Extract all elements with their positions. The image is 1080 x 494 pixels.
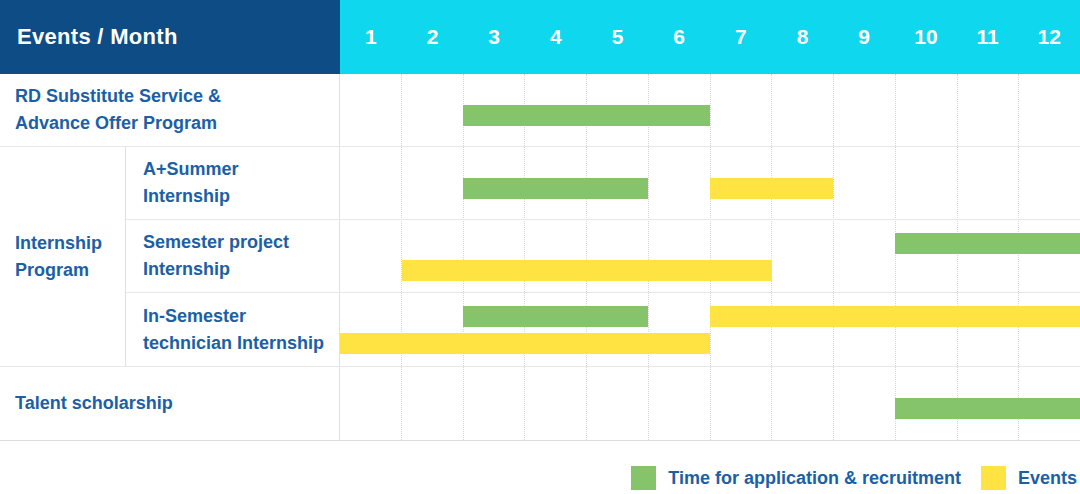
legend-item-application: Time for application & recruitment <box>631 466 961 490</box>
table-row: RD Substitute Service & Advance Offer Pr… <box>0 74 1080 147</box>
month-header-3: 3 <box>463 0 525 74</box>
row-chart-area <box>340 220 1080 292</box>
group-label-internship-program: Internship Program <box>0 147 126 366</box>
table-row: Semester project Internship <box>126 220 1080 293</box>
row-label-a-plus-summer: A+Summer Internship <box>126 147 340 219</box>
month-header-strip: 123456789101112 <box>340 0 1080 74</box>
month-header-2: 2 <box>402 0 464 74</box>
row-chart-area <box>340 147 1080 219</box>
table-row: In-Semester technician Internship <box>126 293 1080 366</box>
row-label-semester-project: Semester project Internship <box>126 220 340 292</box>
gantt-bar-application <box>895 398 1080 419</box>
gantt-bar-events <box>710 178 833 199</box>
row-chart-area <box>340 367 1080 440</box>
row-label-rd-substitute: RD Substitute Service & Advance Offer Pr… <box>0 74 340 146</box>
gantt-bar-application <box>463 178 648 199</box>
gantt-bar-application <box>463 105 710 126</box>
gantt-bar-application <box>895 233 1080 254</box>
month-header-12: 12 <box>1018 0 1080 74</box>
row-label-in-semester-technician: In-Semester technician Internship <box>126 293 340 366</box>
table-row: A+Summer Internship <box>126 147 1080 220</box>
gantt-bar-events <box>402 260 772 281</box>
legend-label-application: Time for application & recruitment <box>668 468 961 489</box>
month-header-4: 4 <box>525 0 587 74</box>
legend: Time for application & recruitment Event… <box>0 466 1080 490</box>
row-label-talent-scholarship: Talent scholarship <box>0 367 340 440</box>
legend-label-events: Events <box>1018 468 1077 489</box>
row-chart-area <box>340 293 1080 366</box>
gantt-chart: Events / Month 123456789101112 RD Substi… <box>0 0 1080 441</box>
gantt-bar-events <box>340 333 710 354</box>
green-swatch-icon <box>631 466 656 490</box>
month-header-8: 8 <box>772 0 834 74</box>
gantt-bar-events <box>710 306 1080 327</box>
legend-item-events: Events <box>981 466 1077 490</box>
events-month-header: Events / Month <box>0 0 340 74</box>
gantt-bar-application <box>463 306 648 327</box>
gantt-body: RD Substitute Service & Advance Offer Pr… <box>0 74 1080 441</box>
month-header-6: 6 <box>648 0 710 74</box>
row-chart-area <box>340 74 1080 146</box>
internship-program-group: Internship Program A+Summer Internship S… <box>0 147 1080 367</box>
table-header-row: Events / Month 123456789101112 <box>0 0 1080 74</box>
month-header-7: 7 <box>710 0 772 74</box>
month-header-5: 5 <box>587 0 649 74</box>
month-header-9: 9 <box>833 0 895 74</box>
internship-program-subrows: A+Summer Internship Semester project Int… <box>126 147 1080 366</box>
month-header-1: 1 <box>340 0 402 74</box>
yellow-swatch-icon <box>981 466 1006 490</box>
month-header-10: 10 <box>895 0 957 74</box>
table-row: Talent scholarship <box>0 367 1080 440</box>
month-header-11: 11 <box>957 0 1019 74</box>
